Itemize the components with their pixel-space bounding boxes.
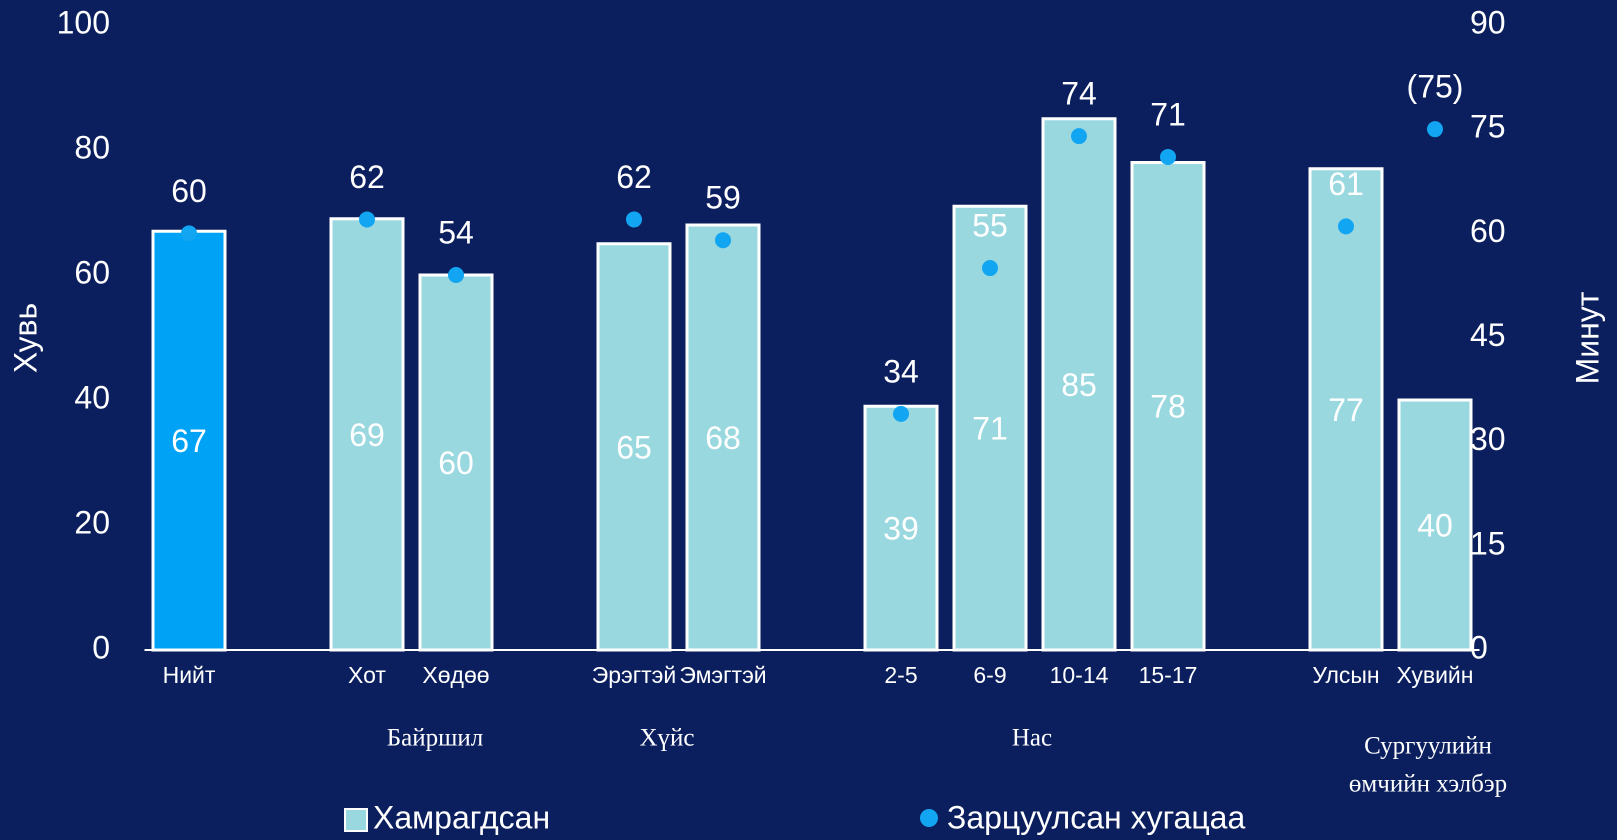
dot-value-label: 62: [349, 159, 385, 195]
bar-value-label: 39: [883, 511, 919, 547]
bar-value-label: 85: [1061, 367, 1097, 403]
dot-value-label: (75): [1407, 69, 1464, 105]
dot: [1427, 121, 1443, 138]
bar-value-label: 60: [438, 445, 474, 481]
y2-axis-label: Минут: [1569, 291, 1605, 384]
legend-swatch: [920, 809, 938, 827]
dot-value-label: 60: [171, 173, 207, 209]
x-tick-label: Хөдөө: [422, 662, 489, 688]
dot: [982, 260, 998, 277]
dot-value-label: 34: [883, 353, 919, 389]
dot-value-label: 74: [1061, 76, 1097, 112]
group-label: Хүйс: [639, 725, 694, 752]
x-tick-label: Нийт: [163, 662, 216, 688]
dot: [715, 232, 731, 249]
dot: [1338, 218, 1354, 235]
x-tick-label: Хот: [348, 662, 386, 688]
y-tick-label: 80: [74, 129, 110, 165]
y2-tick-label: 75: [1470, 109, 1506, 145]
y2-tick-label: 60: [1470, 213, 1506, 249]
y2-tick-label: 15: [1470, 525, 1506, 561]
bar: [1041, 117, 1117, 652]
bar: [151, 229, 227, 652]
group-label: Сургуулийн: [1364, 733, 1492, 760]
x-tick-label: Хувийн: [1397, 662, 1474, 688]
y2-tick-label: 0: [1470, 629, 1488, 665]
dot: [626, 211, 642, 228]
dot-value-label: 54: [438, 214, 474, 250]
bar-value-label: 65: [616, 429, 652, 465]
bar: [418, 273, 494, 652]
y2-tick-label: 90: [1470, 4, 1506, 40]
x-tick-label: Эрэгтэй: [592, 662, 677, 688]
legend-label: Хамрагдсан: [373, 799, 550, 835]
dot-value-label: 62: [616, 159, 652, 195]
bar: [1130, 161, 1206, 652]
bar-value-label: 71: [972, 411, 1008, 447]
bar-value-label: 67: [171, 423, 207, 459]
x-tick-label: 6-9: [973, 662, 1006, 688]
x-tick-label: Улсын: [1312, 662, 1379, 688]
y-tick-label: 100: [57, 4, 110, 40]
y-tick-label: 20: [74, 504, 110, 540]
dot-value-label: 55: [972, 208, 1008, 244]
dot: [1160, 148, 1176, 165]
bar: [952, 204, 1028, 652]
dot-value-label: 61: [1328, 166, 1364, 202]
bar-value-label: 69: [349, 417, 385, 453]
bar-value-label: 40: [1417, 507, 1453, 543]
legend-swatch: [344, 808, 368, 832]
bar-value-label: 68: [705, 420, 741, 456]
bar: [1308, 167, 1384, 652]
dot: [893, 405, 909, 422]
dot: [448, 267, 464, 283]
y-axis-label: Хувь: [7, 303, 43, 373]
dot: [181, 225, 197, 242]
bar-value-label: 78: [1150, 389, 1186, 425]
dot-value-label: 71: [1150, 96, 1186, 132]
legend-label: Зарцуулсан хугацаа: [947, 799, 1245, 835]
group-label: Нас: [1012, 725, 1052, 752]
x-tick-label: 10-14: [1050, 662, 1109, 688]
x-tick-label: 15-17: [1139, 662, 1198, 688]
y2-tick-label: 30: [1470, 421, 1506, 457]
x-tick-label: Эмэгтэй: [679, 662, 766, 688]
y2-tick-label: 45: [1470, 317, 1506, 353]
y-tick-label: 0: [92, 629, 110, 665]
dot-value-label: 59: [705, 180, 741, 216]
group-label: өмчийн хэлбэр: [1349, 771, 1507, 798]
y-tick-label: 60: [74, 254, 110, 290]
y-tick-label: 40: [74, 379, 110, 415]
x-tick-label: 2-5: [884, 662, 917, 688]
dot: [1071, 128, 1087, 145]
bar-value-label: 77: [1328, 392, 1364, 428]
group-label: Байршил: [387, 725, 483, 752]
dot: [359, 211, 375, 228]
